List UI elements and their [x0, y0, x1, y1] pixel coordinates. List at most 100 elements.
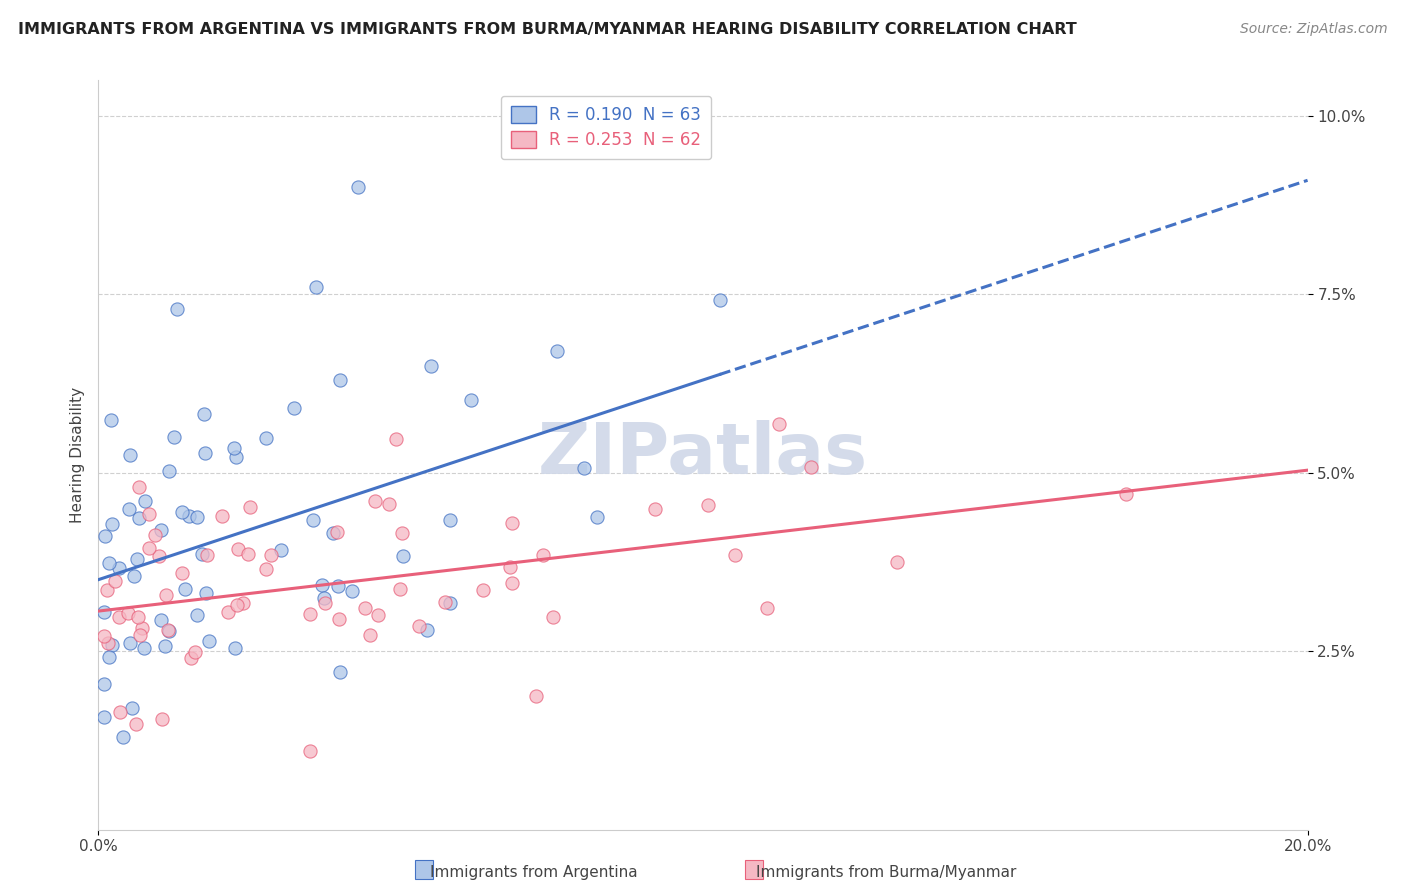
Point — [129, 628, 152, 642]
Point — [531, 548, 554, 562]
Point — [127, 552, 149, 566]
Point — [173, 582, 195, 596]
Point — [111, 730, 134, 744]
Point — [354, 600, 377, 615]
Point — [198, 633, 221, 648]
Point — [347, 180, 370, 194]
Point — [572, 461, 595, 475]
Point — [155, 639, 177, 653]
Point — [226, 541, 249, 556]
Point — [195, 548, 218, 562]
Point — [94, 529, 117, 543]
Point — [157, 464, 180, 478]
Y-axis label: Hearing Disability: Hearing Disability — [69, 387, 84, 523]
Point — [541, 610, 564, 624]
Point — [305, 280, 328, 294]
Point — [104, 574, 127, 589]
Point — [194, 586, 217, 600]
Point — [98, 650, 121, 665]
Point — [433, 595, 456, 609]
Point — [312, 591, 335, 606]
Point — [108, 561, 131, 575]
Point — [311, 578, 333, 592]
Point — [709, 293, 731, 307]
Point — [367, 608, 389, 623]
Point — [120, 449, 142, 463]
Point — [322, 526, 344, 541]
Point — [100, 412, 122, 426]
Point — [471, 582, 494, 597]
Point — [150, 712, 173, 726]
Point — [224, 442, 246, 456]
Point — [148, 549, 170, 564]
Point — [96, 582, 118, 597]
Point — [211, 509, 233, 524]
Point — [314, 596, 336, 610]
Point — [125, 717, 148, 731]
Point — [236, 547, 259, 561]
Point — [254, 562, 277, 576]
Point — [389, 582, 412, 596]
Point — [118, 501, 141, 516]
Text: Source: ZipAtlas.com: Source: ZipAtlas.com — [1240, 22, 1388, 37]
Point — [143, 528, 166, 542]
Point — [546, 343, 568, 358]
Point — [439, 596, 461, 610]
Point — [501, 516, 523, 531]
Point — [186, 608, 208, 623]
Point — [328, 612, 350, 626]
Point — [299, 607, 322, 622]
Point — [1115, 487, 1137, 501]
Point — [232, 596, 254, 610]
Point — [886, 555, 908, 569]
Point — [254, 431, 277, 445]
Point — [755, 601, 778, 615]
Point — [157, 624, 180, 638]
Point — [302, 513, 325, 527]
Point — [329, 373, 352, 387]
Point — [163, 430, 186, 444]
Point — [408, 618, 430, 632]
Legend: R = 0.190  N = 63, R = 0.253  N = 62: R = 0.190 N = 63, R = 0.253 N = 62 — [501, 96, 711, 159]
Point — [283, 401, 305, 415]
Point — [127, 610, 149, 624]
Point — [121, 701, 143, 715]
Point — [128, 511, 150, 525]
Point — [93, 676, 115, 690]
Point — [225, 450, 247, 465]
Point — [224, 640, 246, 655]
Point — [239, 500, 262, 514]
Point — [193, 407, 215, 421]
Point — [108, 610, 131, 624]
Point — [183, 645, 205, 659]
Point — [416, 623, 439, 637]
Point — [150, 523, 173, 537]
Point — [768, 417, 790, 431]
Point — [180, 651, 202, 665]
Point — [392, 549, 415, 563]
Text: IMMIGRANTS FROM ARGENTINA VS IMMIGRANTS FROM BURMA/MYANMAR HEARING DISABILITY CO: IMMIGRANTS FROM ARGENTINA VS IMMIGRANTS … — [18, 22, 1077, 37]
Point — [120, 636, 142, 650]
Point — [326, 579, 349, 593]
Point — [157, 624, 180, 638]
Point — [166, 301, 188, 316]
Point — [122, 569, 145, 583]
Point — [378, 497, 401, 511]
Point — [128, 480, 150, 494]
Point — [340, 583, 363, 598]
Text: Immigrants from Burma/Myanmar: Immigrants from Burma/Myanmar — [755, 865, 1017, 880]
Point — [217, 605, 239, 619]
Point — [97, 636, 120, 650]
Point — [391, 525, 413, 540]
Point — [186, 509, 208, 524]
Bar — [415, 861, 433, 879]
Point — [100, 638, 122, 652]
Point — [524, 690, 547, 704]
Point — [501, 576, 523, 591]
Point — [131, 621, 153, 635]
Point — [696, 498, 718, 512]
Point — [134, 640, 156, 655]
Point — [93, 605, 115, 619]
Text: Immigrants from Argentina: Immigrants from Argentina — [430, 865, 638, 880]
Point — [170, 505, 193, 519]
